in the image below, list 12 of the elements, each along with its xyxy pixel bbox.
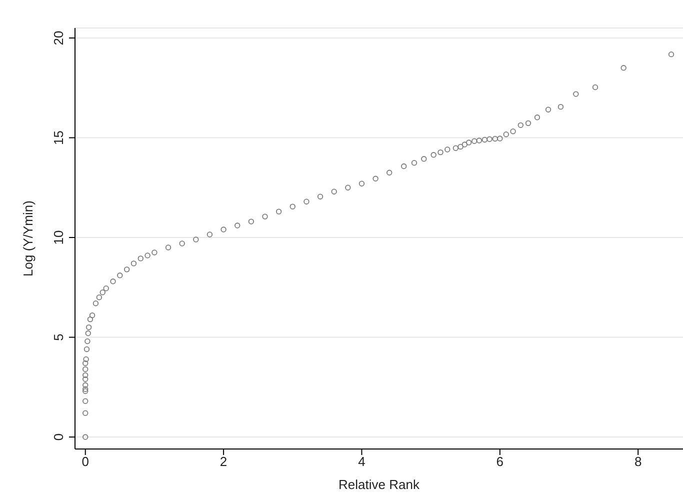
x-tick-label: 2 — [220, 454, 228, 470]
x-tick-label: 0 — [82, 454, 89, 470]
y-tick-label: 20 — [51, 30, 66, 46]
y-axis-title: Log (Y/Ymin) — [20, 200, 36, 276]
y-tick-label: 15 — [51, 130, 66, 145]
x-tick-label: 4 — [358, 454, 366, 470]
x-axis-title: Relative Rank — [338, 477, 420, 492]
y-tick-label: 10 — [51, 230, 66, 245]
x-tick-label: 8 — [634, 454, 642, 470]
y-tick-label: 0 — [51, 433, 66, 441]
x-tick-label: 6 — [496, 454, 504, 470]
y-tick-label: 5 — [51, 334, 66, 341]
